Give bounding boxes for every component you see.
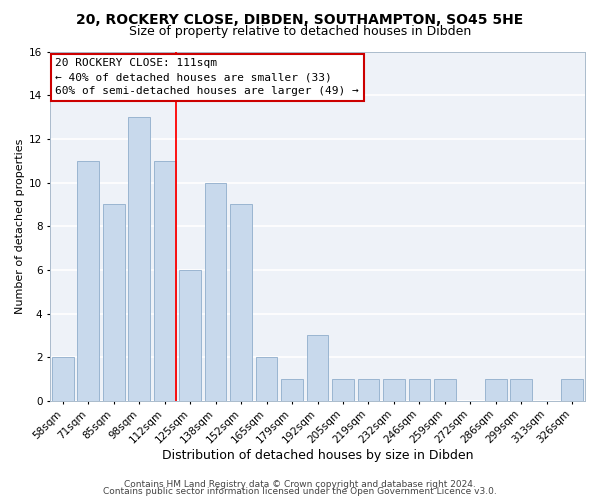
Y-axis label: Number of detached properties: Number of detached properties (15, 138, 25, 314)
X-axis label: Distribution of detached houses by size in Dibden: Distribution of detached houses by size … (162, 450, 473, 462)
Bar (383, 379, 405, 401)
Bar (154, 160, 176, 401)
Bar (562, 379, 583, 401)
Bar (332, 379, 354, 401)
Bar (256, 357, 277, 401)
Bar (409, 379, 430, 401)
Bar (485, 379, 506, 401)
Bar (281, 379, 303, 401)
Bar (511, 379, 532, 401)
Text: 20, ROCKERY CLOSE, DIBDEN, SOUTHAMPTON, SO45 5HE: 20, ROCKERY CLOSE, DIBDEN, SOUTHAMPTON, … (76, 12, 524, 26)
Bar (77, 160, 99, 401)
Bar (103, 204, 125, 401)
Text: Contains public sector information licensed under the Open Government Licence v3: Contains public sector information licen… (103, 488, 497, 496)
Bar (307, 336, 328, 401)
Bar (434, 379, 456, 401)
Bar (230, 204, 252, 401)
Text: Contains HM Land Registry data © Crown copyright and database right 2024.: Contains HM Land Registry data © Crown c… (124, 480, 476, 489)
Bar (358, 379, 379, 401)
Bar (205, 182, 226, 401)
Bar (179, 270, 201, 401)
Text: 20 ROCKERY CLOSE: 111sqm
← 40% of detached houses are smaller (33)
60% of semi-d: 20 ROCKERY CLOSE: 111sqm ← 40% of detach… (55, 58, 359, 96)
Text: Size of property relative to detached houses in Dibden: Size of property relative to detached ho… (129, 25, 471, 38)
Bar (52, 357, 74, 401)
Bar (128, 117, 150, 401)
